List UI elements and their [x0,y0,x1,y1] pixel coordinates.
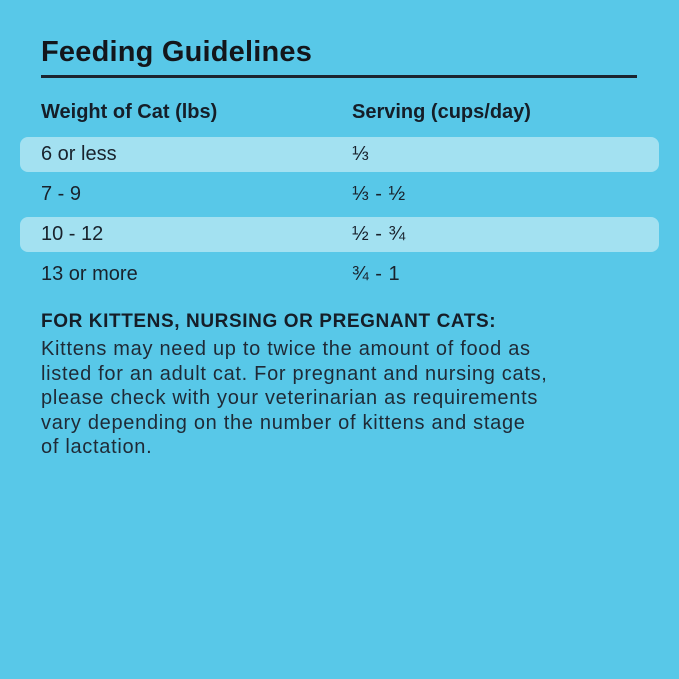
weight-cell: 13 or more [41,263,138,285]
note-line: of lactation. [41,436,153,458]
table-row: 13 or more ¾ - 1 [20,257,659,292]
column-header-weight: Weight of Cat (lbs) [41,101,218,123]
table-row: 7 - 9 ⅓ - ½ [20,177,659,212]
serving-cell: ¾ - 1 [352,263,401,285]
weight-cell: 6 or less [41,143,117,165]
title-divider [41,75,637,78]
table-header-row: Weight of Cat (lbs) Serving (cups/day) [0,101,679,125]
note-line: Kittens may need up to twice the amount … [41,338,531,360]
page-title: Feeding Guidelines [41,36,313,68]
weight-cell: 10 - 12 [41,223,104,245]
kittens-note-heading: FOR KITTENS, NURSING OR PREGNANT CATS: [41,311,497,332]
weight-cell: 7 - 9 [41,183,82,205]
note-line: please check with your veterinarian as r… [41,387,539,409]
kittens-note-body: Kittens may need up to twice the amount … [41,337,548,460]
feeding-table: 6 or less ⅓ 7 - 9 ⅓ - ½ 10 - 12 ½ - ¾ 13… [20,137,659,297]
serving-cell: ⅓ - ½ [352,183,406,205]
table-row: 6 or less ⅓ [20,137,659,172]
table-row: 10 - 12 ½ - ¾ [20,217,659,252]
serving-cell: ⅓ [352,143,370,165]
column-header-serving: Serving (cups/day) [352,101,531,123]
note-line: vary depending on the number of kittens … [41,411,526,434]
serving-cell: ½ - ¾ [352,223,406,245]
note-line: listed for an adult cat. For pregnant an… [41,362,548,385]
